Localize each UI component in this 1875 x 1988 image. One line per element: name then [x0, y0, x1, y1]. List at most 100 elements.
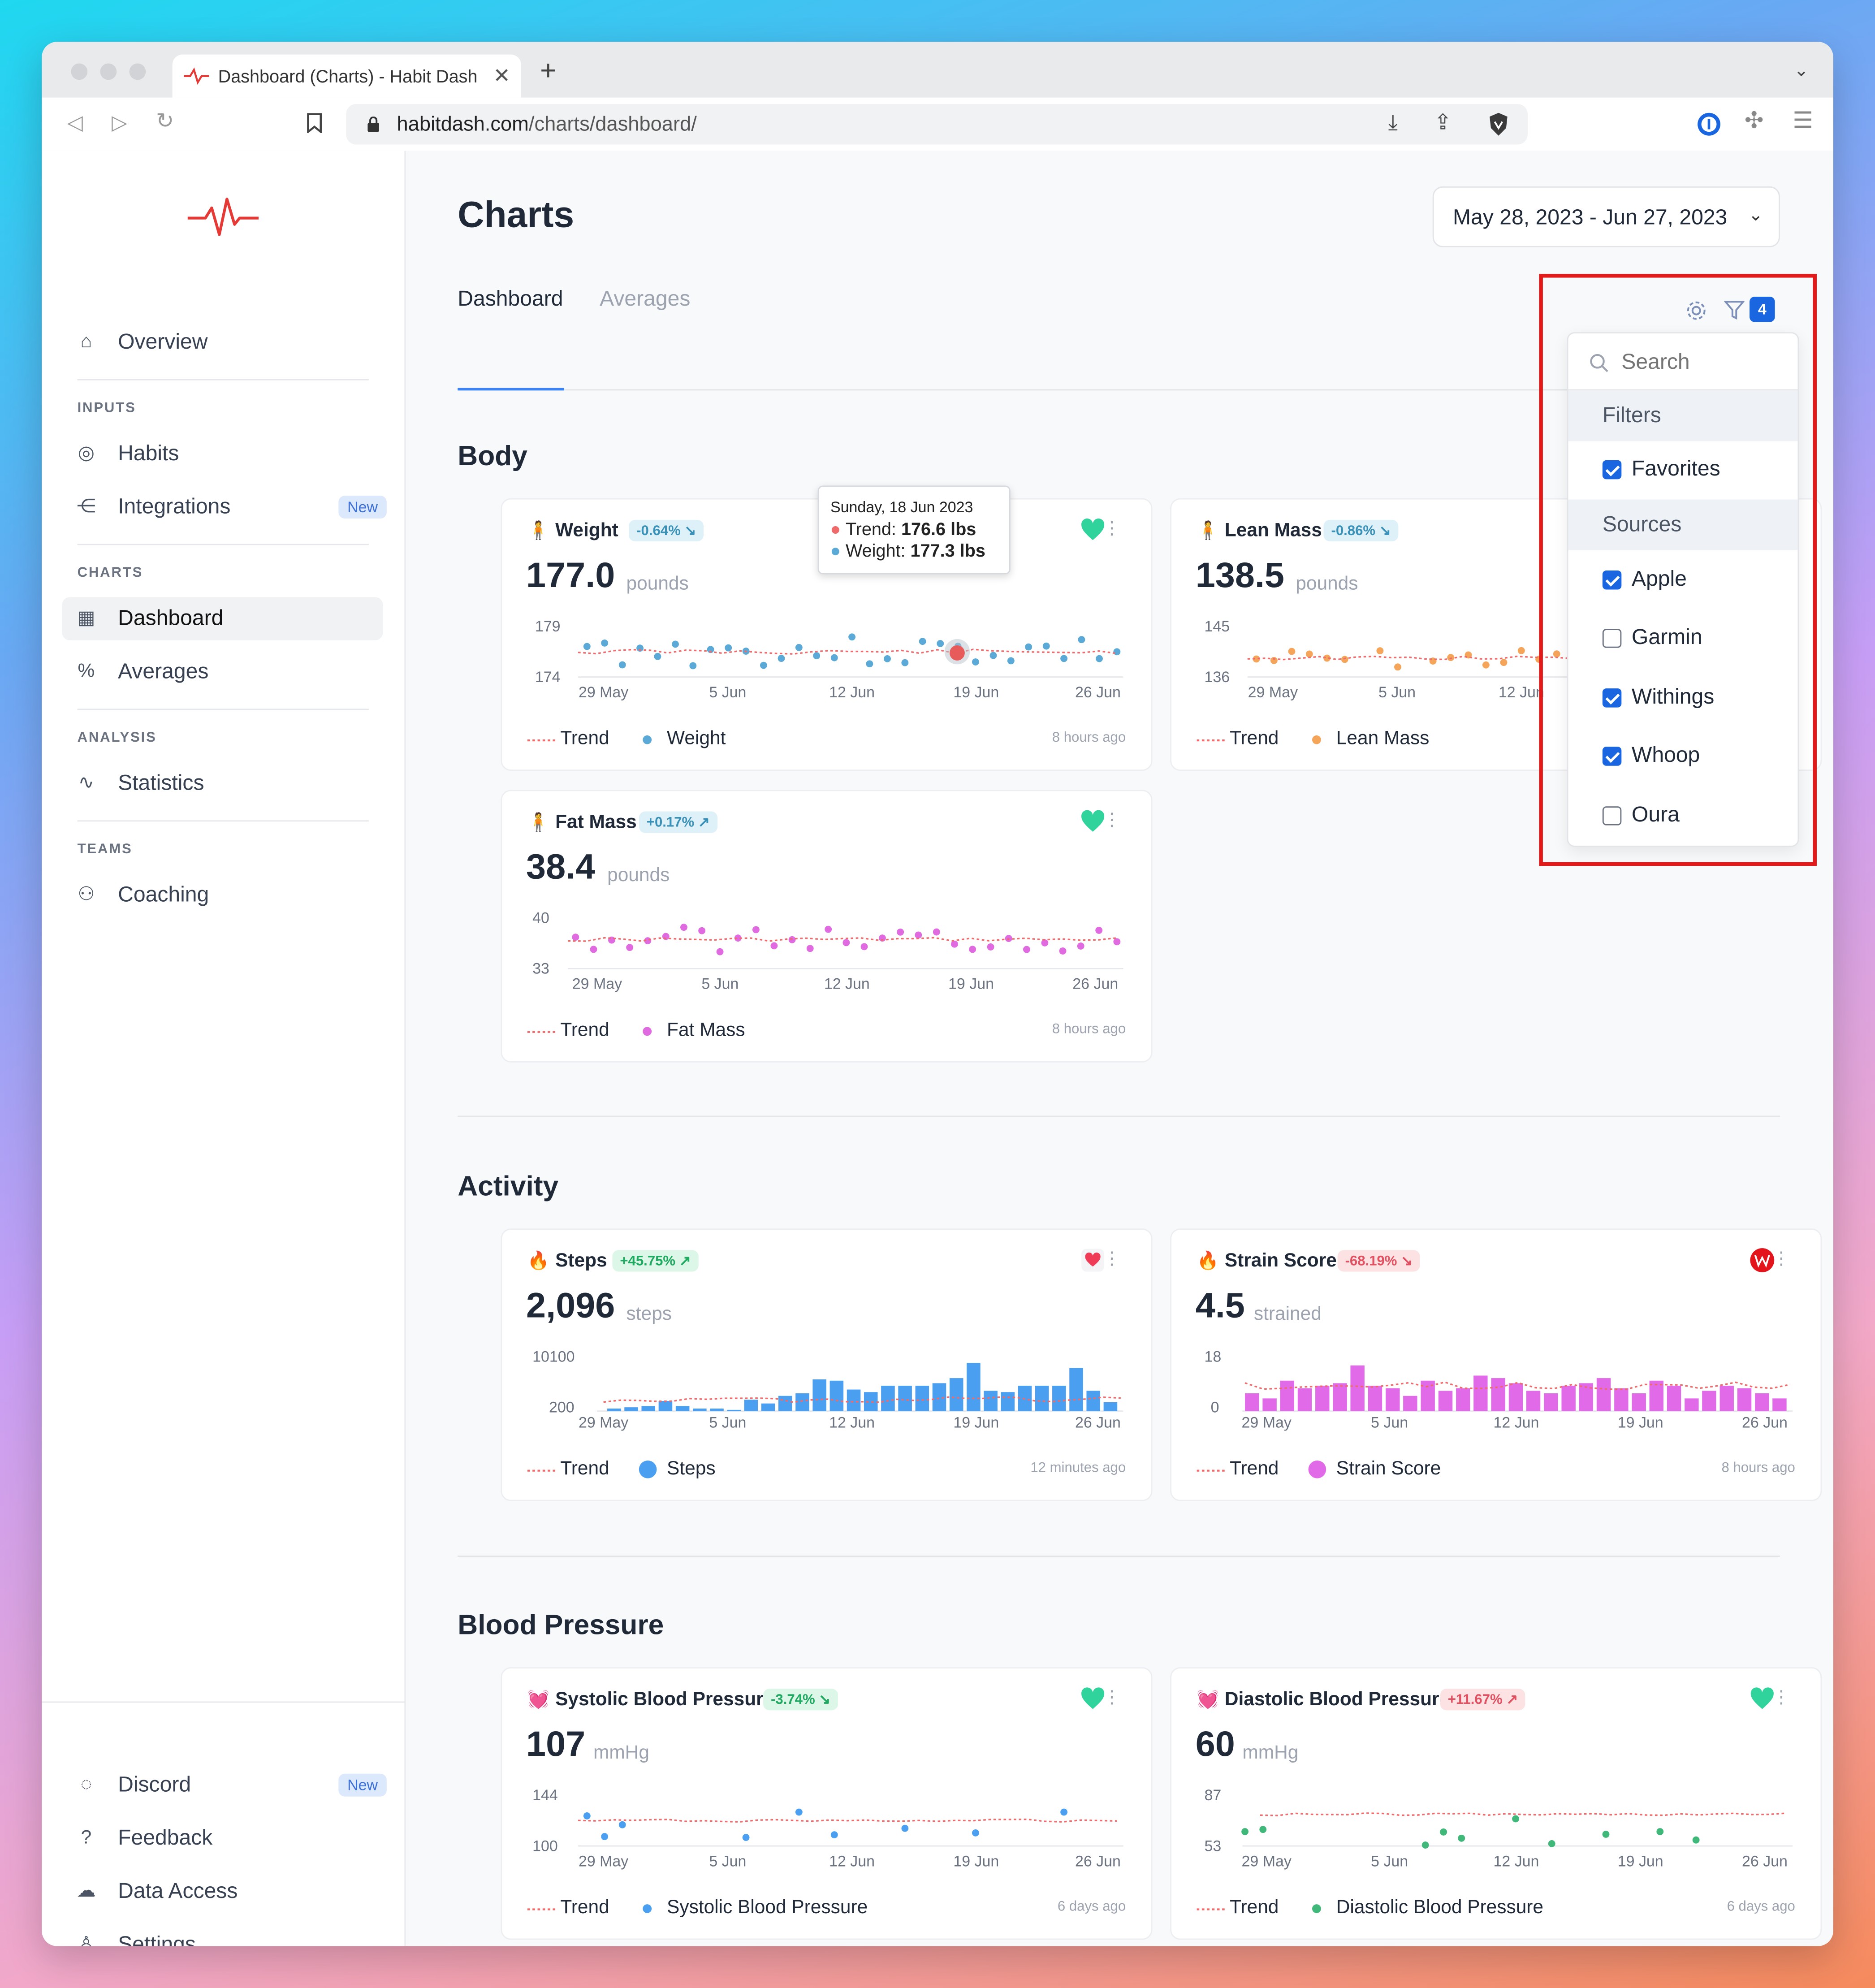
more-options-icon[interactable]: ⋮ — [1103, 1247, 1121, 1268]
sidebar-item-statistics[interactable]: ∿ Statistics — [62, 762, 383, 805]
x-tick-label: 5 Jun — [709, 1414, 746, 1431]
more-options-icon[interactable]: ⋮ — [1103, 517, 1121, 538]
checkbox[interactable] — [1602, 460, 1622, 480]
data-point — [1259, 1826, 1267, 1833]
tab-dashboard[interactable]: Dashboard — [458, 286, 563, 311]
chart-card-systolic[interactable]: 💓 Systolic Blood Pressure -3.74% ↘ 107 m… — [501, 1667, 1153, 1940]
legend-dot — [643, 1904, 652, 1913]
tab-bar: Dashboard (Charts) - Habit Dash ✕ + ⌄ — [42, 42, 1833, 98]
url-bar[interactable]: habitdash.com/charts/dashboard/ ⤓ ⇪ — [346, 104, 1528, 145]
sidebar-item-feedback[interactable]: ? Feedback — [62, 1817, 383, 1860]
tab-list-chevron-icon[interactable]: ⌄ — [1794, 59, 1809, 80]
share-icon[interactable]: ⇪ — [1434, 110, 1452, 134]
forward-icon[interactable]: ▷ — [111, 112, 127, 134]
zoom-window-button[interactable] — [129, 63, 146, 80]
chart-card-fat-mass[interactable]: 🧍 Fat Mass +0.17% ↗ 38.4 pounds ⋮ 40 33 … — [501, 790, 1153, 1063]
sidebar-item-habits[interactable]: ◎ Habits — [62, 432, 383, 475]
change-badge: -3.74% ↘ — [763, 1689, 838, 1711]
chart-plot: 40 33 29 May 5 Jun 12 Jun 19 Jun 26 Jun — [532, 910, 1123, 993]
y-tick-max: 144 — [532, 1787, 558, 1804]
data-point — [760, 661, 767, 669]
filter-option-whoop[interactable]: Whoop — [1568, 731, 1797, 782]
section-divider — [458, 1115, 1780, 1117]
extensions-icon[interactable]: ✣ — [1744, 108, 1764, 134]
back-icon[interactable]: ◁ — [67, 112, 83, 134]
flame-icon: 🔥 — [527, 1250, 550, 1271]
reload-icon[interactable]: ↻ — [156, 109, 174, 134]
download-icon[interactable]: ⤓ — [1388, 110, 1398, 134]
close-tab-icon[interactable]: ✕ — [493, 66, 510, 88]
filter-option-apple[interactable]: Apple — [1568, 555, 1797, 606]
chart-card-diastolic[interactable]: 💓 Diastolic Blood Pressure +11.67% ↗ 60 … — [1170, 1667, 1822, 1940]
sidebar-item-discord[interactable]: ◌ Discord New — [62, 1763, 387, 1806]
data-point — [897, 928, 904, 936]
data-point — [1421, 1841, 1429, 1849]
sidebar-item-overview[interactable]: ⌂ Overview — [62, 321, 383, 364]
flame-icon: 🔥 — [1197, 1250, 1219, 1271]
more-options-icon[interactable]: ⋮ — [1772, 1247, 1790, 1268]
bar — [1350, 1365, 1365, 1411]
more-options-icon[interactable]: ⋮ — [1772, 1686, 1790, 1707]
search-input[interactable] — [1619, 345, 1789, 380]
card-title: Steps — [555, 1250, 607, 1272]
legend-series: Fat Mass — [667, 1019, 745, 1041]
tooltip-date: Sunday, 18 Jun 2023 — [830, 498, 973, 516]
bar — [1403, 1396, 1417, 1411]
habit-dash-logo[interactable] — [187, 196, 259, 239]
checkbox[interactable] — [1602, 688, 1622, 708]
sidebar-item-data-access[interactable]: ☁ Data Access — [62, 1870, 383, 1913]
sidebar-item-dashboard[interactable]: ▦ Dashboard — [62, 597, 383, 640]
filter-option-garmin[interactable]: Garmin — [1568, 614, 1797, 664]
date-range-picker[interactable]: May 28, 2023 - Jun 27, 2023 ⌄ — [1432, 186, 1780, 247]
card-value: 107 — [526, 1724, 586, 1764]
data-point — [770, 942, 778, 950]
trend-legend-swatch — [527, 1469, 556, 1472]
chevron-down-icon: ⌄ — [1748, 204, 1763, 225]
data-point — [583, 643, 591, 650]
close-window-button[interactable] — [71, 63, 88, 80]
filter-option-withings[interactable]: Withings — [1568, 673, 1797, 724]
checkbox[interactable] — [1602, 747, 1622, 766]
gear-icon[interactable] — [1685, 299, 1708, 322]
checkbox[interactable] — [1602, 570, 1622, 590]
filter-option-oura[interactable]: Oura — [1568, 791, 1797, 842]
tab-averages[interactable]: Averages — [600, 286, 691, 311]
bookmark-icon[interactable] — [307, 113, 322, 134]
data-point — [989, 652, 997, 659]
new-tab-button[interactable]: + — [540, 54, 557, 86]
data-point — [1548, 1840, 1555, 1847]
bar — [1544, 1393, 1558, 1411]
section-header-teams: TEAMS — [77, 842, 133, 857]
chart-card-strain-score[interactable]: 🔥 Strain Score -68.19% ↘ 4.5 strained ⋮ … — [1170, 1228, 1822, 1501]
bar — [727, 1409, 741, 1411]
sidebar-item-integrations[interactable]: ⋲ Integrations New — [62, 486, 387, 529]
checkbox[interactable] — [1602, 629, 1622, 648]
x-tick-label: 26 Jun — [1742, 1414, 1788, 1431]
question-circle-icon: ? — [81, 1827, 92, 1849]
legend-series: Strain Score — [1336, 1458, 1441, 1480]
filter-icon[interactable] — [1724, 300, 1745, 320]
chart-card-steps[interactable]: 🔥 Steps +45.75% ↗ 2,096 steps ⋮ 10100 20… — [501, 1228, 1153, 1501]
more-options-icon[interactable]: ⋮ — [1103, 1686, 1121, 1707]
sidebar-item-averages[interactable]: % Averages — [62, 650, 383, 693]
password-manager-icon[interactable] — [1696, 112, 1722, 137]
filter-option-favorites[interactable]: Favorites — [1568, 445, 1797, 496]
more-options-icon[interactable]: ⋮ — [1103, 808, 1121, 830]
x-tick-label: 26 Jun — [1075, 1414, 1121, 1431]
y-tick-max: 18 — [1205, 1348, 1222, 1365]
browser-tab[interactable]: Dashboard (Charts) - Habit Dash ✕ — [172, 54, 521, 98]
menu-icon[interactable]: ☰ — [1793, 108, 1813, 134]
sidebar-item-label: Habits — [118, 441, 179, 466]
section-header-analysis: ANALYSIS — [77, 730, 157, 746]
sidebar-item-coaching[interactable]: ⚇ Coaching — [62, 873, 383, 916]
bar — [1649, 1380, 1663, 1411]
trend-legend-swatch — [527, 739, 556, 742]
data-point — [972, 1829, 979, 1837]
sidebar-item-settings[interactable]: ♙ Settings — [62, 1923, 383, 1946]
health-heart-icon — [1081, 518, 1105, 540]
checkbox[interactable] — [1602, 806, 1622, 825]
tooltip-trend-value: 176.6 lbs — [901, 519, 976, 539]
bar — [1280, 1380, 1294, 1411]
minimize-window-button[interactable] — [100, 63, 117, 80]
brave-shield-icon[interactable] — [1487, 112, 1510, 137]
